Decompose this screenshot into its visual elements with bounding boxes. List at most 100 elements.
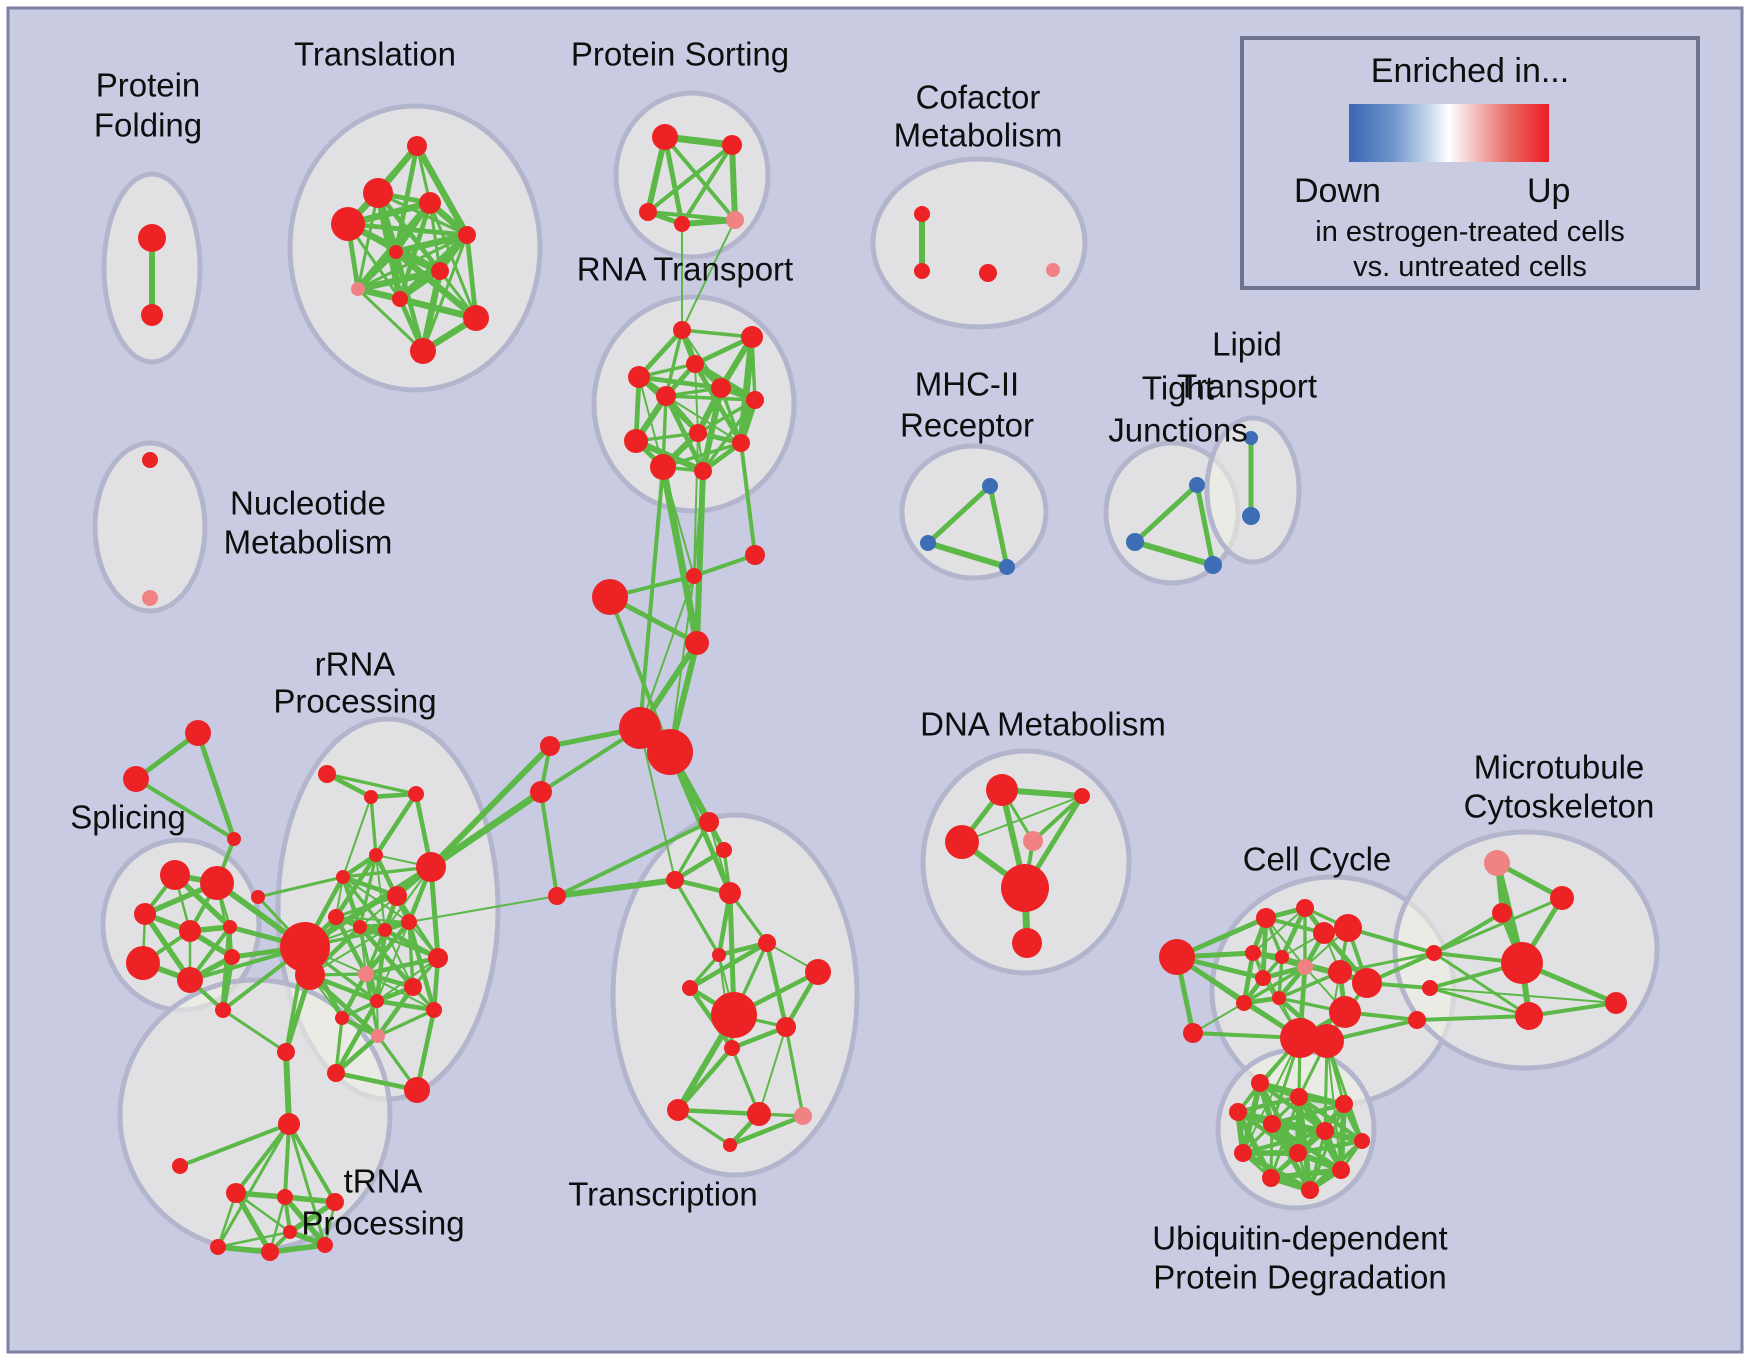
gene-set-node-cc9[interactable] [1255, 970, 1271, 986]
gene-set-node-cc12[interactable] [1272, 991, 1286, 1005]
gene-set-node-rr21[interactable] [404, 1077, 430, 1103]
gene-set-node-cc16[interactable] [1310, 1024, 1344, 1058]
gene-set-node-sp4[interactable] [223, 920, 237, 934]
gene-set-node-tc11[interactable] [667, 1099, 689, 1121]
gene-set-node-tc5[interactable] [758, 934, 776, 952]
gene-set-node-ln0[interactable] [686, 568, 702, 584]
gene-set-node-ln17[interactable] [1422, 980, 1438, 996]
gene-set-node-nm1[interactable] [142, 590, 158, 606]
gene-set-node-mt5[interactable] [1605, 992, 1627, 1014]
gene-set-node-rt3[interactable] [686, 355, 704, 373]
gene-set-node-pf1[interactable] [141, 304, 163, 326]
gene-set-node-cc11[interactable] [1352, 968, 1382, 998]
gene-set-node-ps2[interactable] [639, 203, 657, 221]
gene-set-node-tr4[interactable] [458, 226, 476, 244]
gene-set-node-mh0[interactable] [982, 478, 998, 494]
gene-set-node-ln2[interactable] [592, 579, 628, 615]
gene-set-node-sp8[interactable] [215, 1002, 231, 1018]
gene-set-node-ln14[interactable] [185, 720, 211, 746]
gene-set-node-ub11[interactable] [1301, 1181, 1319, 1199]
gene-set-node-cc15[interactable] [1280, 1018, 1320, 1058]
gene-set-node-tn0[interactable] [226, 1183, 246, 1203]
gene-set-node-rr15[interactable] [404, 978, 422, 996]
gene-set-node-tr1[interactable] [363, 178, 393, 208]
gene-set-node-ps0[interactable] [652, 124, 678, 150]
gene-set-node-rr3[interactable] [369, 848, 383, 862]
gene-set-node-tc2[interactable] [666, 871, 684, 889]
gene-set-node-ln18[interactable] [1408, 1011, 1426, 1029]
gene-set-node-cc3[interactable] [1296, 899, 1314, 917]
gene-set-node-mt1[interactable] [1550, 886, 1574, 910]
gene-set-node-rr19[interactable] [371, 1029, 385, 1043]
gene-set-node-rr17[interactable] [426, 1002, 442, 1018]
gene-set-node-tn1[interactable] [277, 1189, 293, 1205]
gene-set-node-sp0[interactable] [160, 860, 190, 890]
gene-set-node-cf1[interactable] [914, 263, 930, 279]
gene-set-node-ub4[interactable] [1263, 1115, 1281, 1133]
gene-set-node-mt0[interactable] [1484, 850, 1510, 876]
gene-set-node-ub3[interactable] [1229, 1103, 1247, 1121]
gene-set-node-rt10[interactable] [650, 454, 676, 480]
gene-set-node-tr3[interactable] [419, 192, 441, 214]
gene-set-node-ub6[interactable] [1354, 1133, 1370, 1149]
gene-set-node-sp7[interactable] [224, 949, 240, 965]
gene-set-node-tr10[interactable] [410, 338, 436, 364]
gene-set-node-ub5[interactable] [1316, 1122, 1334, 1140]
gene-set-node-sp2[interactable] [134, 903, 156, 925]
gene-set-node-rt7[interactable] [689, 424, 707, 442]
gene-set-node-ln8[interactable] [548, 887, 566, 905]
gene-set-node-cf0[interactable] [914, 206, 930, 222]
gene-set-node-tc10[interactable] [724, 1040, 740, 1056]
gene-set-node-ln12[interactable] [278, 1113, 300, 1135]
gene-set-node-rr9[interactable] [378, 923, 392, 937]
gene-set-node-pf0[interactable] [138, 224, 166, 252]
gene-set-node-rr7[interactable] [328, 909, 344, 925]
gene-set-node-ub2[interactable] [1335, 1095, 1353, 1113]
gene-set-node-tc3[interactable] [719, 882, 741, 904]
gene-set-node-ln1[interactable] [745, 545, 765, 565]
gene-set-node-rt6[interactable] [746, 391, 764, 409]
gene-set-node-mt3[interactable] [1501, 942, 1543, 984]
gene-set-node-rr6[interactable] [416, 852, 446, 882]
gene-set-node-mt2[interactable] [1492, 903, 1512, 923]
gene-set-node-tc13[interactable] [723, 1138, 737, 1152]
gene-set-node-tc7[interactable] [711, 992, 757, 1038]
gene-set-node-cf2[interactable] [979, 264, 997, 282]
gene-set-node-ln11[interactable] [277, 1043, 295, 1061]
gene-set-node-rt4[interactable] [711, 378, 731, 398]
gene-set-node-dm0[interactable] [986, 774, 1018, 806]
gene-set-node-sp1[interactable] [200, 866, 234, 900]
gene-set-node-rr0[interactable] [318, 765, 336, 783]
gene-set-node-tc12[interactable] [747, 1102, 771, 1126]
gene-set-node-tr2[interactable] [331, 207, 365, 241]
gene-set-node-rt9[interactable] [732, 434, 750, 452]
gene-set-node-tc4[interactable] [712, 948, 726, 962]
gene-set-node-rr2[interactable] [408, 786, 424, 802]
gene-set-node-sp6[interactable] [177, 967, 203, 993]
gene-set-node-ub9[interactable] [1332, 1161, 1350, 1179]
gene-set-node-dm4[interactable] [1001, 864, 1049, 912]
gene-set-node-cc13[interactable] [1236, 995, 1252, 1011]
gene-set-node-cf3[interactable] [1046, 263, 1060, 277]
gene-set-node-tn6[interactable] [283, 1225, 297, 1239]
gene-set-node-ln4[interactable] [619, 707, 661, 749]
gene-set-node-ln6[interactable] [540, 736, 560, 756]
gene-set-node-cc5[interactable] [1334, 914, 1362, 942]
gene-set-node-tr8[interactable] [392, 291, 408, 307]
gene-set-node-ln16[interactable] [1426, 945, 1442, 961]
gene-set-node-ln3[interactable] [685, 631, 709, 655]
gene-set-node-rt8[interactable] [624, 429, 648, 453]
gene-set-node-ub10[interactable] [1262, 1169, 1280, 1187]
gene-set-node-tc14[interactable] [794, 1107, 812, 1125]
gene-set-node-ps4[interactable] [726, 211, 744, 229]
gene-set-node-cc8[interactable] [1297, 959, 1313, 975]
gene-set-node-mh2[interactable] [999, 559, 1015, 575]
gene-set-node-rr13[interactable] [428, 948, 448, 968]
gene-set-node-rr8[interactable] [353, 920, 367, 934]
gene-set-node-rr20[interactable] [327, 1064, 345, 1082]
gene-set-node-rt11[interactable] [694, 462, 712, 480]
gene-set-node-tc1[interactable] [716, 842, 732, 858]
gene-set-node-cc2[interactable] [1256, 908, 1276, 928]
gene-set-node-tr9[interactable] [463, 305, 489, 331]
gene-set-node-ub7[interactable] [1234, 1144, 1252, 1162]
